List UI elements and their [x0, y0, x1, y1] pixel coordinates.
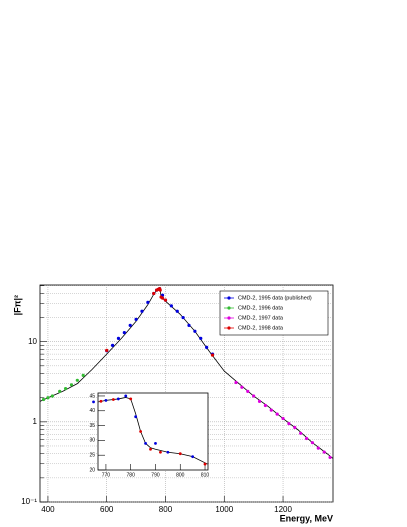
- y-tick-label: 45: [89, 393, 95, 399]
- data-point: [178, 452, 182, 456]
- data-point: [187, 323, 191, 327]
- data-point: [199, 336, 203, 340]
- data-point: [240, 385, 244, 389]
- data-point: [111, 398, 115, 401]
- y-tick-label: 25: [89, 453, 95, 459]
- x-tick-label: 770: [102, 472, 111, 478]
- legend-marker: [227, 316, 231, 320]
- data-point: [99, 399, 103, 403]
- data-point: [299, 431, 303, 435]
- data-point: [275, 412, 279, 416]
- data-point: [46, 396, 50, 400]
- data-point: [140, 309, 144, 313]
- data-point: [124, 394, 128, 398]
- y-tick-label: 10⁻¹: [21, 497, 37, 506]
- data-point: [116, 336, 121, 340]
- data-point: [287, 422, 291, 426]
- y-tick-label: 1: [33, 417, 38, 426]
- x-tick-label: 780: [127, 472, 136, 478]
- x-tick-label: 1000: [215, 505, 233, 514]
- x-tick-label: 400: [41, 505, 55, 514]
- data-point: [149, 447, 152, 451]
- legend-label: CMD-2, 1996 data: [238, 305, 284, 311]
- x-axis-label: Energy, MeV: [280, 513, 333, 523]
- data-point: [160, 296, 165, 300]
- data-point: [81, 373, 85, 377]
- x-tick-label: 800: [176, 472, 185, 478]
- data-point: [210, 353, 215, 357]
- legend-label: CMD-2, 1997 data: [238, 315, 284, 321]
- legend-label: CMD-2, 1998 data: [238, 325, 284, 331]
- data-point: [92, 400, 95, 404]
- x-tick-label: 800: [159, 505, 173, 514]
- y-tick-label: 10: [28, 337, 37, 346]
- x-tick-label: 1200: [274, 505, 292, 514]
- x-tick-label: 810: [201, 472, 210, 478]
- data-point: [257, 399, 262, 403]
- data-point: [166, 450, 170, 454]
- data-point: [146, 300, 150, 304]
- data-point: [75, 378, 79, 382]
- y-axis-label: |Fπ|²: [12, 295, 22, 315]
- data-point: [50, 394, 54, 398]
- y-tick-label: 40: [89, 408, 95, 414]
- data-point: [110, 343, 115, 347]
- data-point: [269, 408, 273, 412]
- data-point: [158, 288, 162, 292]
- data-point: [281, 416, 285, 421]
- y-tick-label: 35: [89, 423, 95, 429]
- data-point: [191, 455, 195, 459]
- data-point: [134, 317, 138, 321]
- y-tick-label: 30: [89, 438, 95, 444]
- legend-marker: [227, 306, 231, 310]
- data-point: [304, 436, 309, 441]
- data-point: [322, 450, 326, 454]
- data-point: [293, 425, 297, 430]
- data-point: [310, 441, 315, 445]
- legend-marker: [227, 326, 231, 330]
- data-point: [163, 298, 168, 302]
- data-point: [169, 304, 173, 308]
- data-point: [316, 446, 320, 450]
- data-point: [139, 430, 143, 433]
- data-point: [234, 380, 238, 385]
- plot-area: [97, 392, 209, 471]
- data-point: [63, 386, 68, 391]
- data-point: [116, 397, 120, 401]
- data-point: [144, 441, 147, 445]
- data-point: [175, 309, 179, 313]
- data-point: [128, 323, 132, 327]
- y-tick-label: 20: [89, 467, 95, 473]
- data-point: [154, 441, 157, 445]
- data-point: [193, 329, 197, 333]
- data-point: [104, 399, 108, 402]
- data-point: [246, 389, 250, 393]
- data-point: [205, 345, 209, 349]
- data-point: [328, 455, 332, 460]
- data-point: [252, 394, 256, 398]
- legend-label: CMD-2, 1995 data (published): [238, 295, 312, 301]
- data-point: [134, 415, 138, 419]
- data-point: [152, 291, 156, 296]
- data-point: [203, 462, 207, 466]
- x-tick-label: 600: [100, 505, 114, 514]
- data-point: [181, 315, 185, 320]
- data-point: [105, 348, 109, 352]
- data-point: [41, 397, 46, 402]
- data-point: [122, 330, 126, 335]
- legend-box: [219, 290, 329, 336]
- x-tick-label: 790: [151, 472, 160, 478]
- data-point: [159, 450, 162, 454]
- data-point: [69, 383, 74, 387]
- data-point: [129, 397, 133, 401]
- legend-marker: [227, 296, 231, 300]
- data-point: [58, 389, 62, 393]
- data-point: [263, 403, 268, 408]
